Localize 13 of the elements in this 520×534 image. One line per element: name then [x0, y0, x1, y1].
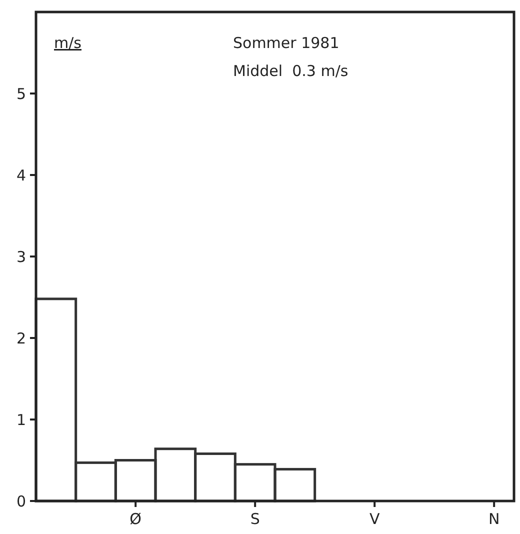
y-tick-label: 1 — [16, 410, 26, 429]
text: Middel 0.3 m/s — [233, 62, 348, 80]
y-tick-label: 5 — [16, 84, 26, 103]
y-tick-label: 0 — [16, 492, 26, 510]
x-tick-label: N — [488, 510, 500, 528]
text: Sommer 1981 — [233, 34, 340, 52]
y-tick-label: 2 — [16, 329, 26, 348]
y-tick-label: 4 — [16, 166, 26, 184]
x-tick-label: Ø — [130, 510, 142, 528]
x-tick-label: S — [250, 510, 260, 528]
y-axis-title: m/s — [54, 34, 82, 52]
y-tick-label: 3 — [16, 248, 26, 266]
x-tick-label: V — [369, 510, 380, 528]
